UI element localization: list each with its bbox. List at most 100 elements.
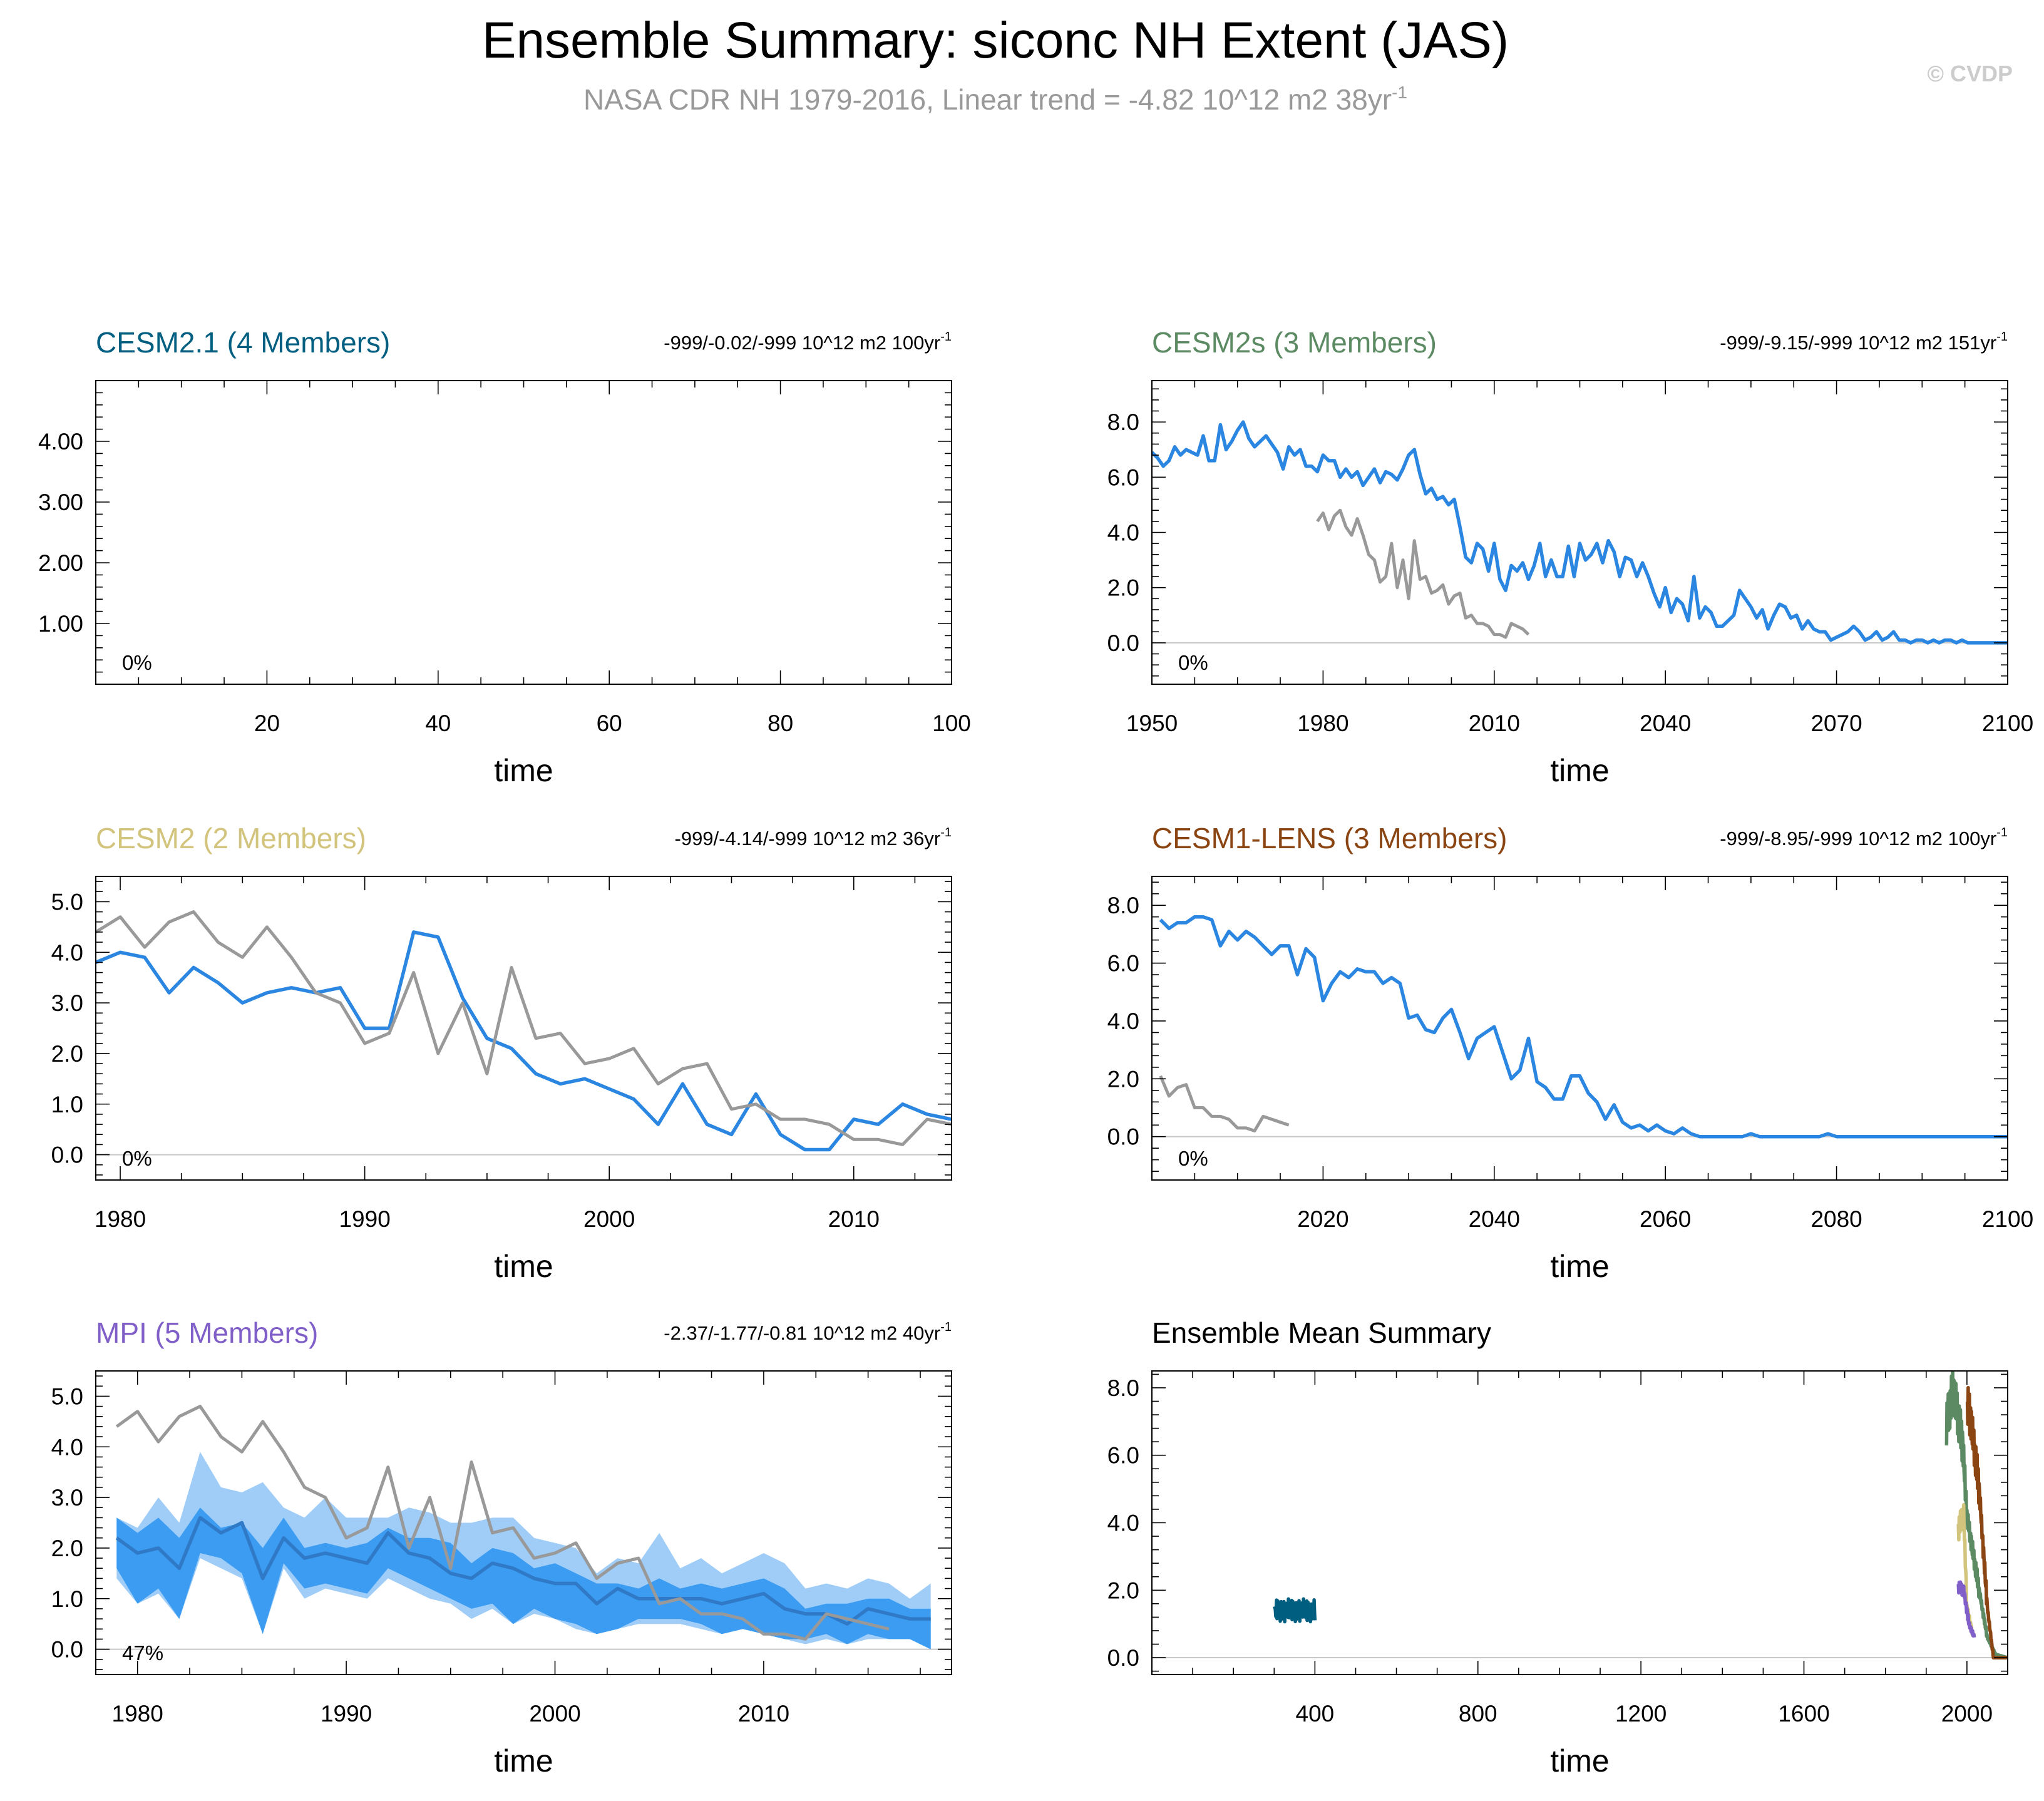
figure-subtitle-sup: -1: [1392, 83, 1407, 102]
plot-frame: [95, 380, 952, 685]
figure-subtitle: NASA CDR NH 1979-2016, Linear trend = -4…: [583, 83, 1407, 116]
series-line-obs: [115, 1405, 890, 1641]
y-tick-label: 6.0: [1107, 464, 1139, 490]
y-tick-label: 5.0: [51, 889, 83, 915]
panel-title: CESM2.1 (4 Members): [96, 326, 390, 359]
x-tick-label: 800: [1459, 1701, 1497, 1727]
panel-stats-text: -999/-4.14/-999 10^12 m2 36yr: [675, 828, 941, 849]
y-tick-label: 0.0: [51, 1142, 83, 1168]
x-tick-label: 1980: [112, 1701, 163, 1727]
y-tick-label: 0.0: [1107, 1124, 1139, 1150]
panel-stats-text: -999/-9.15/-999 10^12 m2 151yr: [1720, 332, 1996, 354]
y-tick-label: 8.0: [1107, 409, 1139, 435]
y-tick-label: 4.0: [1107, 1008, 1139, 1034]
x-axis-label: time: [494, 753, 553, 788]
x-tick-label: 2000: [529, 1701, 580, 1727]
series-line-model: [1152, 420, 2008, 645]
y-tick-label: 4.0: [51, 1434, 83, 1460]
panel-stats: -999/-8.95/-999 10^12 m2 100yr-1: [1720, 826, 2008, 849]
panel-stats: -999/-4.14/-999 10^12 m2 36yr-1: [675, 826, 952, 849]
percent-label: 0%: [1178, 1147, 1208, 1170]
percent-label: 0%: [1178, 651, 1208, 674]
plot-frame: [95, 876, 952, 1181]
x-tick-label: 1990: [321, 1701, 372, 1727]
x-tick-label: 2040: [1640, 711, 1691, 736]
panel-stats: -2.37/-1.77/-0.81 10^12 m2 40yr-1: [664, 1320, 952, 1344]
percent-label: 47%: [122, 1641, 163, 1665]
x-tick-label: 2000: [1941, 1701, 1993, 1727]
plot-area: [1152, 915, 2008, 1139]
x-tick-label: 1950: [1126, 711, 1178, 736]
y-tick-label: 4.0: [1107, 520, 1139, 546]
x-tick-label: 1980: [95, 1206, 146, 1232]
panel-stats-sup: -1: [940, 826, 952, 839]
x-tick-label: 2100: [1982, 711, 2033, 736]
panel-stats-text: -999/-8.95/-999 10^12 m2 100yr: [1720, 828, 1996, 849]
panel-p5: MPI (5 Members) -2.37/-1.77/-0.81 10^12 m…: [51, 1316, 952, 1778]
x-axis-label: time: [1550, 753, 1609, 788]
x-tick-label: 2040: [1469, 1206, 1520, 1232]
panel-p3: CESM2 (2 Members) -999/-4.14/-999 10^12 m…: [51, 822, 952, 1284]
series-line-model: [96, 930, 952, 1152]
y-tick-label: 6.0: [1107, 951, 1139, 977]
y-tick-label: 8.0: [1107, 1375, 1139, 1401]
x-tick-label: 40: [425, 711, 451, 736]
y-tick-label: 0.0: [1107, 1645, 1139, 1671]
figure-subtitle-text: NASA CDR NH 1979-2016, Linear trend = -4…: [583, 83, 1392, 116]
panel-stats-sup: -1: [1996, 826, 2008, 839]
series-line-obs: [96, 910, 952, 1146]
panel-title: Ensemble Mean Summary: [1152, 1316, 1491, 1349]
panel-stats-sup: -1: [940, 1320, 952, 1334]
series-line-model: [1159, 915, 2008, 1139]
y-tick-label: 1.0: [51, 1092, 83, 1117]
plot-area: [96, 1405, 952, 1650]
y-tick-label: 6.0: [1107, 1443, 1139, 1469]
x-tick-label: 2100: [1982, 1206, 2033, 1232]
x-axis-label: time: [1550, 1743, 1609, 1778]
series-line-CESM2.1: [1273, 1597, 1317, 1624]
x-tick-label: 2070: [1810, 711, 1862, 736]
plot-area: [96, 910, 952, 1156]
x-tick-label: 2010: [1469, 711, 1520, 736]
x-tick-label: 2060: [1640, 1206, 1691, 1232]
x-axis-label: time: [494, 1743, 553, 1778]
panel-title: CESM2s (3 Members): [1152, 326, 1437, 359]
x-axis-label: time: [494, 1249, 553, 1284]
y-tick-label: 2.0: [1107, 1066, 1139, 1092]
panel-p2: CESM2s (3 Members) -999/-9.15/-999 10^12 …: [1107, 326, 2034, 788]
x-tick-label: 2020: [1297, 1206, 1348, 1232]
panel-title: CESM1-LENS (3 Members): [1152, 822, 1507, 854]
y-tick-label: 4.0: [1107, 1511, 1139, 1536]
panel-p4: CESM1-LENS (3 Members) -999/-8.95/-999 10…: [1107, 822, 2034, 1284]
y-tick-label: 3.0: [51, 990, 83, 1016]
panel-stats-text: -2.37/-1.77/-0.81 10^12 m2 40yr: [664, 1322, 940, 1344]
plot-area: [1152, 420, 2008, 645]
x-tick-label: 60: [597, 711, 622, 736]
x-tick-label: 2000: [583, 1206, 635, 1232]
y-tick-label: 2.0: [1107, 575, 1139, 601]
watermark: © CVDP: [1927, 61, 2013, 86]
plot-frame: [1151, 1370, 2008, 1675]
panel-p1: CESM2.1 (4 Members) -999/-0.02/-999 10^12…: [38, 326, 971, 788]
y-tick-label: 2.0: [51, 1041, 83, 1067]
x-tick-label: 20: [254, 711, 280, 736]
y-tick-label: 2.0: [51, 1536, 83, 1561]
x-tick-label: 1990: [339, 1206, 390, 1232]
y-tick-label: 5.0: [51, 1383, 83, 1409]
x-axis-label: time: [1550, 1249, 1609, 1284]
figure-title: Ensemble Summary: siconc NH Extent (JAS): [482, 12, 1509, 69]
y-tick-label: 4.00: [38, 429, 83, 454]
series-line-obs: [1316, 508, 1530, 639]
x-tick-label: 2010: [738, 1701, 789, 1727]
panel-title: CESM2 (2 Members): [96, 822, 366, 854]
panel-stats-sup: -1: [1996, 330, 2008, 344]
panel-stats-sup: -1: [940, 330, 952, 344]
x-tick-label: 2080: [1810, 1206, 1862, 1232]
y-tick-label: 0.0: [51, 1637, 83, 1663]
y-tick-label: 0.0: [1107, 630, 1139, 656]
plot-frame: [1151, 876, 2008, 1181]
plot-area: [1152, 1371, 2008, 1660]
y-tick-label: 1.0: [51, 1586, 83, 1612]
y-tick-label: 2.0: [1107, 1578, 1139, 1603]
